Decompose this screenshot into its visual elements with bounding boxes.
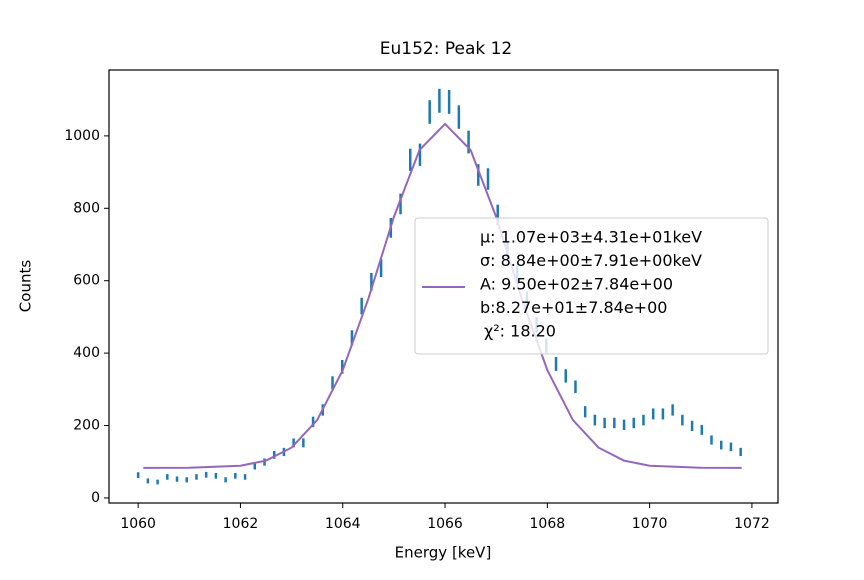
x-axis-label: Energy [keV]: [395, 544, 492, 562]
y-tick-label: 400: [73, 345, 100, 361]
legend-entry: σ: 8.84e+00±7.91e+00keV: [480, 251, 702, 270]
legend-entry: b:8.27e+01±7.84e+00: [480, 298, 667, 317]
legend: μ: 1.07e+03±4.31e+01keV σ: 8.84e+00±7.91e…: [414, 217, 769, 355]
y-tick-label: 800: [73, 200, 100, 216]
chart-title: Eu152: Peak 12: [380, 39, 513, 59]
legend-entry: A: 9.50e+02±7.84e+00: [480, 275, 673, 294]
fit-line: [143, 122, 742, 469]
y-tick-label: 600: [73, 273, 100, 289]
x-tick-label: 1072: [734, 516, 770, 532]
y-tick-label: 0: [91, 490, 100, 506]
y-tick-label: 200: [73, 418, 100, 434]
x-tick-label: 1070: [632, 516, 668, 532]
x-tick-label: 1062: [223, 516, 259, 532]
x-tick-label: 1068: [530, 516, 566, 532]
y-tick-label: 1000: [64, 128, 100, 144]
x-tick-label: 1060: [120, 516, 156, 532]
plot-frame: [108, 69, 779, 504]
x-tick-label: 1066: [427, 516, 463, 532]
x-tick-label: 1064: [325, 516, 361, 532]
legend-entry: χ²: 18.20: [484, 322, 556, 341]
legend-box: [414, 217, 769, 355]
y-axis-label: Counts: [17, 260, 35, 313]
legend-entry: μ: 1.07e+03±4.31e+01keV: [480, 228, 702, 247]
